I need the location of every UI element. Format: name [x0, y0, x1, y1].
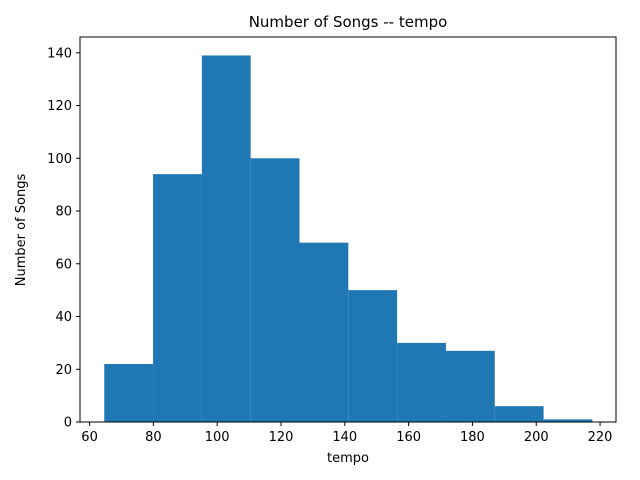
x-tick-label: 180	[460, 430, 485, 445]
x-tick-label: 200	[524, 430, 549, 445]
histogram-bar	[445, 350, 495, 422]
x-tick-label: 160	[396, 430, 421, 445]
y-tick-label: 20	[55, 363, 72, 378]
histogram-bar	[543, 419, 593, 422]
histogram-bar	[153, 174, 202, 422]
histogram-bar	[348, 290, 398, 422]
x-tick-label: 80	[145, 430, 162, 445]
histogram-bar	[494, 406, 544, 422]
y-tick-label: 100	[47, 152, 72, 167]
histogram-bar	[299, 242, 349, 422]
x-axis-label: tempo	[327, 451, 369, 466]
y-tick-label: 80	[55, 205, 72, 220]
x-tick-label: 60	[81, 430, 98, 445]
y-ticks-group: 0 20 40 60 80 100 120 140	[47, 46, 80, 431]
y-tick-label: 40	[55, 310, 72, 325]
plot-frame	[79, 36, 617, 423]
y-tick-label: 120	[47, 99, 72, 114]
y-axis-label: Number of Songs	[14, 174, 29, 287]
histogram-bar	[397, 342, 446, 422]
x-tick-label: 140	[332, 430, 357, 445]
histogram-bar	[104, 363, 154, 422]
histogram-bar	[201, 55, 251, 423]
bars-group	[104, 55, 593, 423]
x-ticks-group: 60 80 100 120 140 160 180 200 220	[81, 422, 612, 445]
x-tick-label: 220	[588, 430, 613, 445]
axes-group	[79, 36, 617, 423]
y-tick-label: 140	[47, 46, 72, 61]
y-tick-label: 0	[64, 416, 72, 431]
y-tick-label: 60	[55, 257, 72, 272]
histogram-bar	[250, 158, 300, 422]
x-tick-label: 120	[269, 430, 294, 445]
chart-title: Number of Songs -- tempo	[249, 13, 448, 31]
x-tick-label: 100	[205, 430, 230, 445]
